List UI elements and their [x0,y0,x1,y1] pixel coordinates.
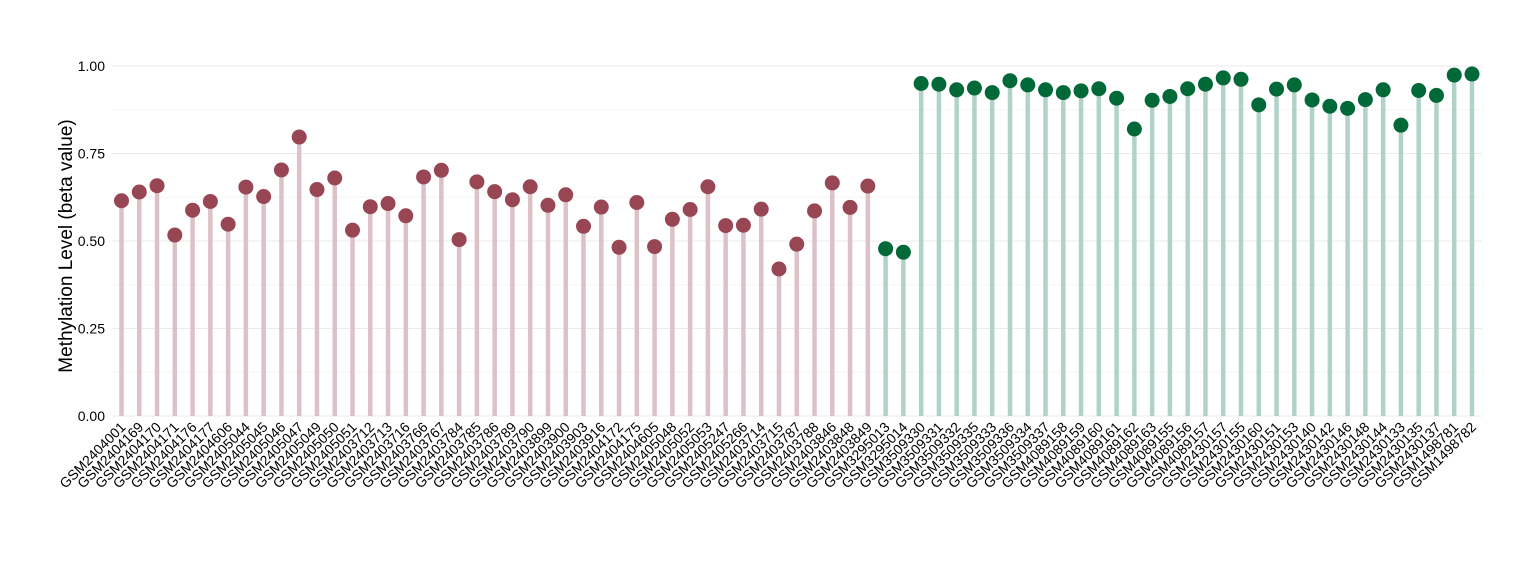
data-point [558,187,574,203]
y-tick-label: 0.25 [78,321,105,337]
data-point [1322,98,1338,114]
data-point [220,216,236,232]
data-point [1340,100,1356,116]
data-point [540,197,556,213]
data-point [1109,90,1125,106]
data-point [1144,92,1160,108]
data-point [1215,70,1231,86]
data-point [451,232,467,248]
data-point [114,193,129,209]
data-point [1038,82,1054,98]
data-point [256,189,272,205]
data-point [931,76,947,92]
data-point [913,76,929,91]
data-point [1286,77,1302,93]
data-point [611,239,627,255]
data-point [185,202,201,218]
data-point [789,236,805,252]
data-point [167,227,183,243]
data-point [345,222,361,238]
y-tick-label: 1.00 [78,58,105,74]
data-point [469,174,485,190]
data-point [522,179,538,195]
data-point [949,82,965,98]
data-point [718,218,734,234]
data-point [807,203,823,219]
data-point [1180,81,1196,97]
data-point [416,169,432,185]
data-point [1411,83,1427,98]
data-point [504,192,520,208]
data-point [380,196,396,212]
data-point [1375,82,1391,98]
data-point [309,182,325,198]
data-point [398,208,414,224]
data-point [131,184,147,200]
data-point [753,201,769,217]
stem-layer [119,74,1475,416]
point-layer [114,66,1480,277]
data-point [1073,83,1089,99]
data-point [842,199,858,215]
data-point [362,199,378,215]
y-tick-label: 0.00 [78,408,105,424]
data-point [966,80,982,96]
data-point [664,211,680,227]
data-point [1197,76,1213,92]
data-point [895,244,911,260]
data-point [824,175,840,191]
data-point [984,85,1000,101]
data-point [682,202,698,217]
x-axis-ticks: GSM2404001GSM2404169GSM2404170GSM2404171… [56,419,1479,492]
data-point [1357,92,1373,108]
data-point [771,261,787,277]
data-point [238,179,254,195]
data-point [1002,73,1018,89]
data-point [1251,97,1267,113]
data-point [700,179,716,195]
data-point [593,199,609,215]
y-axis-title: Methylation Level (beta value) [56,119,77,372]
data-point [1428,87,1444,103]
data-point [860,178,876,194]
y-axis-ticks: 0.00 0.25 0.50 0.75 1.00 [78,58,105,424]
data-point [576,218,592,234]
data-point [1162,88,1178,104]
data-point [1269,81,1285,97]
data-point [273,162,289,178]
data-point [149,178,165,194]
data-point [647,239,663,255]
data-point [1304,92,1320,108]
data-point [1464,66,1480,82]
data-point [1020,77,1036,93]
data-point [202,193,218,209]
data-point [291,129,307,145]
data-point [1233,71,1249,87]
data-point [1126,121,1142,137]
data-point [1393,117,1409,133]
data-point [1446,67,1462,83]
data-point [327,170,343,186]
data-point [1091,81,1107,97]
data-point [433,162,449,178]
data-point [1055,85,1071,101]
data-point [487,184,503,200]
data-point [735,217,751,233]
data-point [629,195,645,210]
y-tick-label: 0.75 [78,146,105,162]
data-point [878,241,894,257]
y-tick-label: 0.50 [78,233,105,249]
